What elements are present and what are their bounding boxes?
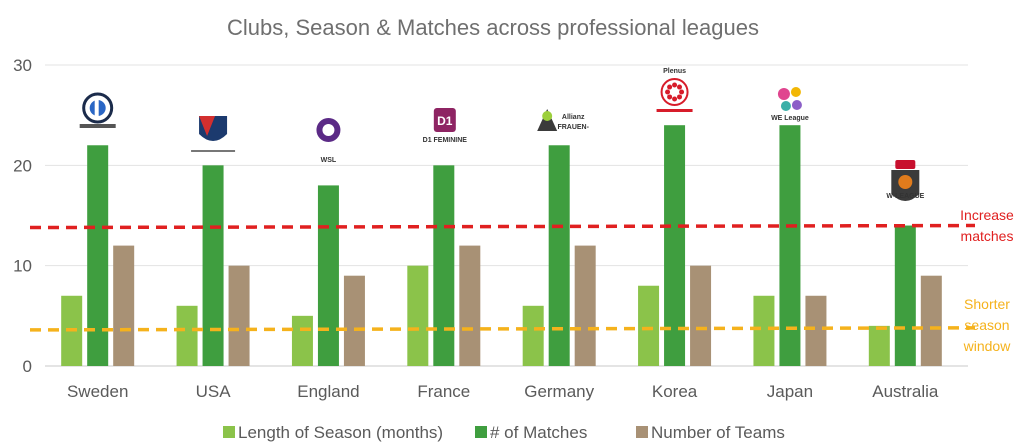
x-tick-label: England xyxy=(297,382,359,401)
legend: Length of Season (months) # of Matches Num… xyxy=(223,423,785,442)
we-league-logo: WE League xyxy=(771,87,809,122)
bar-australia-0 xyxy=(868,325,890,366)
svg-text:FRAUEN-: FRAUEN- xyxy=(557,124,589,131)
bar-korea-1 xyxy=(664,125,686,366)
bar-japan-1 xyxy=(779,125,801,366)
legend-swatch xyxy=(636,426,648,438)
legend-item: Length of Season (months) xyxy=(223,423,443,442)
legend-item: # of Matches xyxy=(475,423,587,442)
svg-text:D1: D1 xyxy=(437,114,453,128)
annotation-text: Shorter xyxy=(964,296,1010,312)
bar-france-2 xyxy=(459,245,481,366)
league-logos: WSL D1 D1 FEMININE Allianz FRAUEN- Plenus WE L… xyxy=(79,68,925,201)
x-tick-label: Sweden xyxy=(67,382,128,401)
x-tick-label: Australia xyxy=(872,382,939,401)
x-tick-label: USA xyxy=(196,382,232,401)
annotation-text: season xyxy=(964,317,1009,333)
svg-text:Plenus: Plenus xyxy=(663,68,686,75)
x-tick-label: Korea xyxy=(652,382,698,401)
bar-usa-2 xyxy=(228,265,250,366)
legend-label: Length of Season (months) xyxy=(238,423,443,442)
bar-korea-0 xyxy=(638,285,660,366)
bar-australia-1 xyxy=(894,225,916,366)
svg-text:WSL: WSL xyxy=(321,157,337,164)
bar-germany-2 xyxy=(574,245,596,366)
legend-label: # of Matches xyxy=(490,423,587,442)
fa-wsl-logo: WSL xyxy=(314,118,343,164)
y-tick-label: 0 xyxy=(23,357,32,376)
legend-item: Number of Teams xyxy=(636,423,785,442)
legend-label: Number of Teams xyxy=(651,423,785,442)
x-tick-label: Japan xyxy=(767,382,813,401)
reference-lines: Increase matches Shorter season window xyxy=(29,207,1014,354)
bar-korea-2 xyxy=(690,265,712,366)
annotation-text: window xyxy=(963,338,1012,354)
annotation-text: matches xyxy=(961,228,1014,244)
nadeshiko-league-logo: Plenus xyxy=(656,68,693,112)
bar-england-1 xyxy=(317,185,339,366)
bar-england-2 xyxy=(343,275,365,366)
bar-japan-2 xyxy=(805,295,827,366)
bar-sweden-1 xyxy=(87,145,109,366)
annotation-text: Increase xyxy=(960,207,1014,223)
axis-labels: 0 10 20 30 Sweden USA England France Germany Kore… xyxy=(13,56,939,401)
y-tick-label: 10 xyxy=(13,257,32,276)
svg-text:WE League: WE League xyxy=(771,115,809,122)
bar-germany-0 xyxy=(522,305,544,366)
svg-text:W-LEAGUE: W-LEAGUE xyxy=(886,193,924,200)
w-league-logo: W-LEAGUE xyxy=(886,160,925,201)
svg-text:Allianz: Allianz xyxy=(562,114,585,121)
frauen-bundesliga-logo: Allianz FRAUEN- xyxy=(537,109,590,131)
reference-line-0 xyxy=(29,223,976,230)
legend-swatch xyxy=(223,426,235,438)
x-tick-label: France xyxy=(417,382,470,401)
chart-title: Clubs, Season & Matches across professio… xyxy=(227,15,759,40)
bar-usa-0 xyxy=(176,305,198,366)
legend-swatch xyxy=(475,426,487,438)
nwsl-logo xyxy=(191,116,236,152)
bar-france-0 xyxy=(407,265,429,366)
d1-feminine-logo: D1 D1 FEMININE xyxy=(423,108,468,144)
y-tick-label: 20 xyxy=(13,156,32,175)
y-tick-label: 30 xyxy=(13,56,32,75)
x-tick-label: Germany xyxy=(524,382,594,401)
bar-germany-1 xyxy=(548,145,570,366)
reference-line-1 xyxy=(29,326,976,332)
bar-usa-1 xyxy=(202,165,224,366)
bar-england-0 xyxy=(291,315,313,366)
bar-france-1 xyxy=(433,165,455,366)
svg-text:D1 FEMININE: D1 FEMININE xyxy=(423,137,468,144)
bar-japan-0 xyxy=(753,295,775,366)
bars xyxy=(61,125,942,366)
damallsvenskan-logo xyxy=(79,92,116,128)
bar-australia-2 xyxy=(920,275,942,366)
bar-sweden-2 xyxy=(113,245,135,366)
